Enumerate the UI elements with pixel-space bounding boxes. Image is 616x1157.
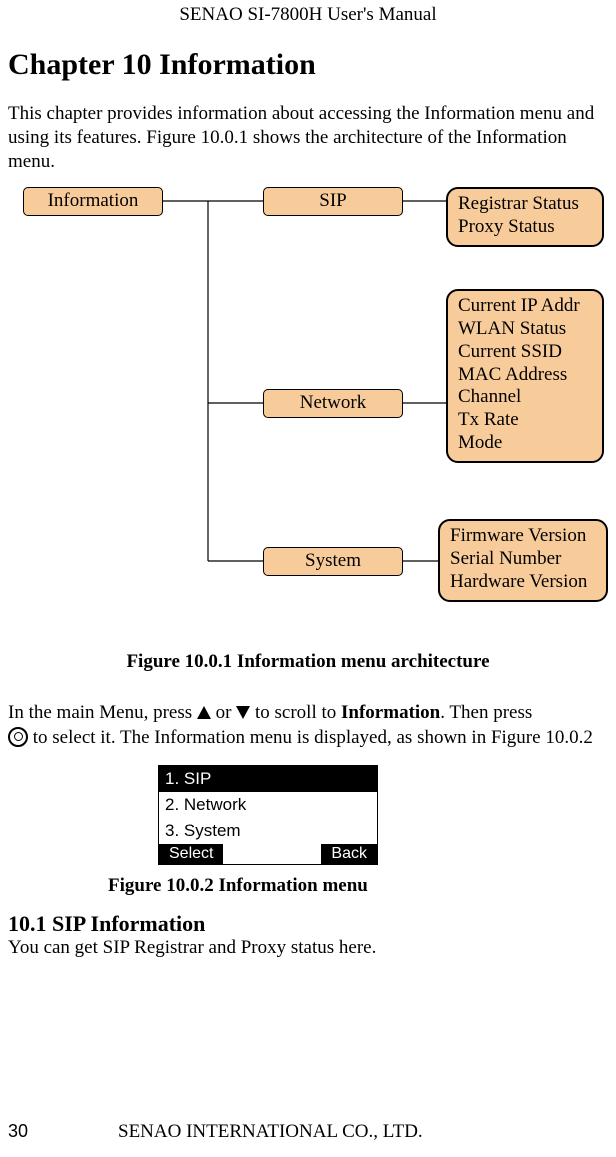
up-arrow-icon (197, 706, 211, 719)
diagram-node: Firmware VersionSerial NumberHardware Ve… (438, 519, 608, 601)
diagram-node: SIP (263, 187, 403, 216)
diagram-node: Registrar StatusProxy Status (446, 187, 604, 247)
architecture-diagram: Information SIP Network System Registrar Sta… (8, 187, 608, 619)
page-footer: 30 SENAO INTERNATIONAL CO., LTD. (8, 1121, 608, 1143)
doc-header: SENAO SI-7800H User's Manual (8, 4, 608, 26)
diagram-leaf-item: Channel (458, 386, 592, 409)
text: . Then press (440, 702, 532, 723)
down-arrow-icon (236, 706, 250, 719)
text: to select it. The Information menu is di… (33, 727, 593, 748)
information-bold: Information (341, 702, 440, 723)
menu-screenshot: 1. SIP2. Network3. SystemSelect Back (158, 765, 378, 865)
diagram-leaf-item: Current SSID (458, 341, 592, 364)
section-10-1-title: 10.1 SIP Information (8, 911, 608, 937)
section-10-1-body: You can get SIP Registrar and Proxy stat… (8, 937, 608, 959)
figure-2-caption: Figure 10.0.2 Information menu (108, 875, 608, 897)
diagram-node: Current IP AddrWLAN StatusCurrent SSIDMA… (446, 289, 604, 463)
ok-button-icon (8, 727, 28, 747)
softkey-back: Back (321, 844, 377, 864)
diagram-leaf-item: Mode (458, 432, 592, 455)
diagram-leaf-item: Hardware Version (450, 571, 596, 594)
diagram-leaf-item: Proxy Status (458, 216, 592, 239)
diagram-node: System (263, 547, 403, 576)
figure-1-caption: Figure 10.0.1 Information menu architect… (8, 651, 608, 673)
softkey-select: Select (159, 844, 223, 864)
softkey-bar: Select Back (159, 844, 377, 864)
diagram-node: Network (263, 389, 403, 418)
text: to scroll to (250, 702, 341, 723)
spacer (223, 844, 321, 864)
diagram-leaf-item: Current IP Addr (458, 295, 592, 318)
text: or (211, 702, 236, 723)
diagram-leaf-item: Registrar Status (458, 193, 592, 216)
diagram-leaf-item: Firmware Version (450, 525, 596, 548)
menu-item: 3. System (159, 818, 377, 844)
diagram-node: Information (23, 187, 163, 216)
diagram-leaf-item: WLAN Status (458, 318, 592, 341)
chapter-title: Chapter 10 Information (8, 48, 608, 82)
diagram-leaf-item: MAC Address (458, 364, 592, 387)
intro-paragraph: This chapter provides information about … (8, 102, 608, 173)
page-number: 30 (8, 1121, 118, 1142)
menu-item: 2. Network (159, 792, 377, 818)
menu-item: 1. SIP (159, 766, 377, 792)
diagram-leaf-item: Serial Number (450, 548, 596, 571)
diagram-leaf-item: Tx Rate (458, 409, 592, 432)
footer-company: SENAO INTERNATIONAL CO., LTD. (118, 1121, 423, 1143)
instruction-paragraph: In the main Menu, press or to scroll to … (8, 701, 608, 750)
text: In the main Menu, press (8, 702, 197, 723)
